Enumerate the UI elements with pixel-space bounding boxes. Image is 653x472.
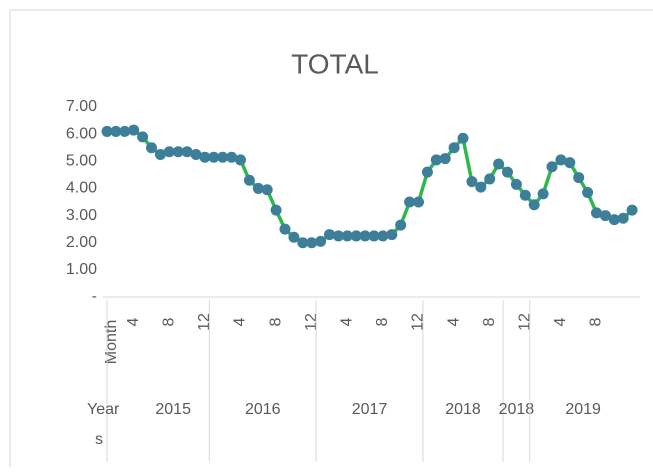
data-point <box>573 172 585 184</box>
y-tick-label: 4.00 <box>66 180 97 197</box>
data-point <box>599 210 611 222</box>
data-point <box>261 184 273 196</box>
data-point <box>270 204 282 216</box>
x-field-label: Month <box>103 320 120 364</box>
data-point <box>119 125 131 137</box>
data-point <box>608 214 620 226</box>
data-point <box>110 125 122 137</box>
x-tick-label: 4 <box>552 317 569 326</box>
data-point <box>519 189 531 201</box>
year-label: 2018 <box>445 401 481 418</box>
x-tick-label: 8 <box>267 317 284 326</box>
data-point <box>297 237 309 249</box>
data-point <box>101 125 113 137</box>
data-point <box>350 230 362 242</box>
data-point <box>217 151 229 163</box>
data-point <box>510 178 522 190</box>
data-point <box>137 131 149 143</box>
y-tick-label: 6.00 <box>66 125 97 142</box>
data-point <box>181 146 193 158</box>
data-point <box>466 176 478 188</box>
data-point <box>404 196 416 208</box>
data-point <box>493 158 505 170</box>
data-point <box>154 149 166 160</box>
year-label: 2015 <box>155 401 191 418</box>
year-label: 2016 <box>245 401 281 418</box>
data-point <box>306 237 318 249</box>
y-tick-label: 7.00 <box>66 98 97 115</box>
year-label: 2017 <box>352 401 388 418</box>
data-point <box>208 151 220 163</box>
data-point <box>528 199 540 211</box>
data-point <box>172 146 184 158</box>
chart-frame <box>9 9 653 472</box>
y-tick-label: 5.00 <box>66 153 97 170</box>
data-point <box>279 223 291 235</box>
data-point <box>484 173 496 185</box>
data-point <box>626 204 638 216</box>
year-field-label: Year s <box>87 401 120 448</box>
data-point <box>457 132 469 144</box>
x-tick-label: 8 <box>588 317 605 326</box>
y-tick-label: - <box>92 288 97 305</box>
x-tick-label: 4 <box>339 317 356 326</box>
data-point <box>146 142 157 154</box>
data-point <box>315 235 327 247</box>
data-point <box>537 188 549 200</box>
data-point <box>252 182 264 194</box>
data-point <box>288 231 300 243</box>
year-label: 2019 <box>565 401 601 418</box>
data-point <box>591 207 602 219</box>
data-point <box>502 166 513 178</box>
data-point <box>564 157 576 169</box>
data-point <box>430 154 442 166</box>
x-tick-label: 4 <box>125 317 142 326</box>
data-point <box>546 161 558 173</box>
x-tick-label: 12 <box>196 313 213 331</box>
x-tick-label: 8 <box>374 317 391 326</box>
data-point <box>341 230 353 242</box>
data-point <box>243 174 255 186</box>
x-tick-label: 4 <box>232 317 249 326</box>
data-point <box>421 166 433 178</box>
year-label: 2018 <box>499 401 535 418</box>
data-point <box>190 149 202 160</box>
y-tick-label: 2.00 <box>66 234 97 251</box>
data-point <box>377 230 389 242</box>
data-point <box>582 187 594 198</box>
x-tick-label: 8 <box>161 317 178 326</box>
x-tick-label: 12 <box>303 313 320 331</box>
data-point <box>163 146 175 158</box>
x-tick-label: 4 <box>445 317 462 326</box>
data-point <box>332 230 344 242</box>
y-tick-label: 3.00 <box>66 207 97 224</box>
data-point <box>359 230 371 242</box>
x-tick-label: 12 <box>410 313 427 331</box>
data-point <box>386 229 398 241</box>
data-point <box>226 151 238 163</box>
data-point <box>235 154 246 166</box>
data-point <box>413 196 424 208</box>
data-point <box>324 229 335 241</box>
data-point <box>395 219 407 231</box>
chart-title: TOTAL <box>291 48 379 79</box>
data-point <box>128 124 140 136</box>
x-tick-label: 12 <box>517 313 534 331</box>
data-point <box>199 151 211 163</box>
y-tick-label: 1.00 <box>66 261 97 278</box>
data-point <box>448 142 460 154</box>
data-point <box>439 153 451 165</box>
data-point <box>617 212 629 224</box>
x-tick-label: 8 <box>481 317 498 326</box>
data-point <box>368 230 380 242</box>
data-point <box>475 181 487 193</box>
data-point <box>555 154 567 166</box>
